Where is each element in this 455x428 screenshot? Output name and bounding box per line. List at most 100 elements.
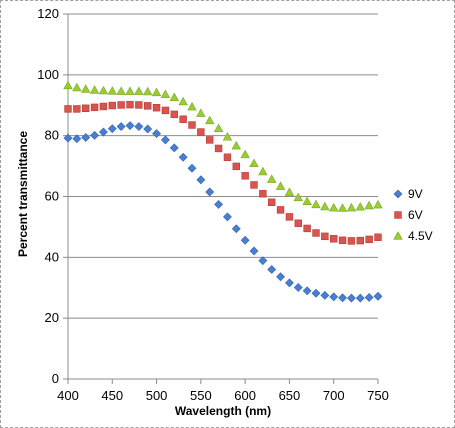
data-point xyxy=(275,181,286,190)
x-tick-label: 750 xyxy=(367,388,389,403)
data-point xyxy=(250,181,258,189)
series-9v xyxy=(63,121,383,303)
data-point xyxy=(249,158,259,168)
data-point xyxy=(196,108,206,117)
data-point xyxy=(302,286,312,296)
x-tick-labels: 400 450 500 550 600 650 700 750 xyxy=(57,388,389,403)
data-point xyxy=(223,212,232,222)
data-point xyxy=(144,102,152,110)
data-point xyxy=(302,196,312,206)
data-point xyxy=(72,82,82,92)
data-point xyxy=(178,96,188,106)
data-point xyxy=(161,135,170,145)
data-point xyxy=(98,85,109,95)
data-point xyxy=(213,123,224,133)
data-point xyxy=(63,133,73,143)
data-point xyxy=(143,124,153,134)
legend: 9V 6V 4.5V xyxy=(393,187,433,243)
data-point xyxy=(355,293,365,303)
data-point xyxy=(126,100,134,109)
data-point xyxy=(347,237,356,245)
data-point xyxy=(134,122,144,131)
data-point xyxy=(206,136,214,144)
data-point xyxy=(169,143,179,153)
data-point xyxy=(355,202,365,211)
data-point xyxy=(151,87,162,97)
data-point xyxy=(197,128,205,136)
data-point xyxy=(82,104,90,112)
data-point xyxy=(365,235,373,244)
data-point xyxy=(170,110,178,119)
data-point xyxy=(293,283,303,292)
data-point xyxy=(161,106,170,115)
y-tick-label: 20 xyxy=(45,310,59,325)
data-point xyxy=(330,235,338,243)
data-point xyxy=(346,202,357,212)
data-point xyxy=(125,86,135,95)
data-point xyxy=(223,153,232,161)
x-tick-label: 450 xyxy=(101,388,123,403)
data-point xyxy=(373,291,383,301)
data-point xyxy=(231,140,241,150)
data-point xyxy=(231,224,241,234)
data-point xyxy=(214,199,223,209)
data-point xyxy=(258,256,268,266)
data-point xyxy=(178,152,188,162)
y-axis-label: Percent transmittance xyxy=(16,131,30,257)
data-point xyxy=(329,292,339,302)
data-point xyxy=(90,130,99,140)
legend-label: 4.5V xyxy=(408,229,433,243)
data-point xyxy=(364,200,374,210)
data-point xyxy=(240,235,250,245)
data-point xyxy=(259,190,267,198)
series-4-5v xyxy=(63,80,383,212)
data-point xyxy=(311,199,321,209)
data-point xyxy=(117,101,125,109)
data-point xyxy=(249,246,259,256)
data-point xyxy=(347,293,356,303)
y-tick-label: 0 xyxy=(52,371,59,386)
legend-marker xyxy=(393,231,403,240)
x-tick-label: 600 xyxy=(234,388,256,403)
data-point xyxy=(267,265,277,274)
data-point xyxy=(276,206,285,214)
data-point xyxy=(99,102,108,111)
data-point xyxy=(160,89,171,98)
data-point xyxy=(143,86,153,96)
legend-label: 6V xyxy=(408,208,423,222)
data-point xyxy=(303,224,311,233)
data-point xyxy=(196,175,206,185)
data-point xyxy=(188,121,196,129)
data-point xyxy=(222,132,233,141)
data-point xyxy=(116,122,126,131)
legend-marker xyxy=(393,189,403,199)
data-point xyxy=(134,86,144,95)
data-point xyxy=(294,219,302,227)
data-point xyxy=(373,199,383,209)
data-point xyxy=(329,202,339,212)
data-point xyxy=(108,101,116,110)
data-point xyxy=(285,213,294,221)
data-point xyxy=(90,103,99,112)
data-point xyxy=(205,187,215,197)
data-point xyxy=(73,105,81,113)
data-point xyxy=(284,187,295,196)
data-point xyxy=(169,92,179,102)
x-tick-label: 400 xyxy=(57,388,79,403)
data-point xyxy=(63,80,73,90)
data-point xyxy=(152,103,161,112)
x-tick-label: 700 xyxy=(323,388,345,403)
data-point xyxy=(72,134,82,144)
x-axis-label: Wavelength (nm) xyxy=(175,404,271,418)
data-point xyxy=(240,149,250,159)
data-point xyxy=(312,229,320,237)
data-point xyxy=(135,101,143,109)
data-point xyxy=(356,236,364,245)
series-6v xyxy=(64,100,382,245)
data-point xyxy=(107,86,117,95)
data-point xyxy=(125,121,135,131)
data-point xyxy=(268,198,276,206)
data-point xyxy=(337,203,348,212)
data-point xyxy=(99,127,108,137)
